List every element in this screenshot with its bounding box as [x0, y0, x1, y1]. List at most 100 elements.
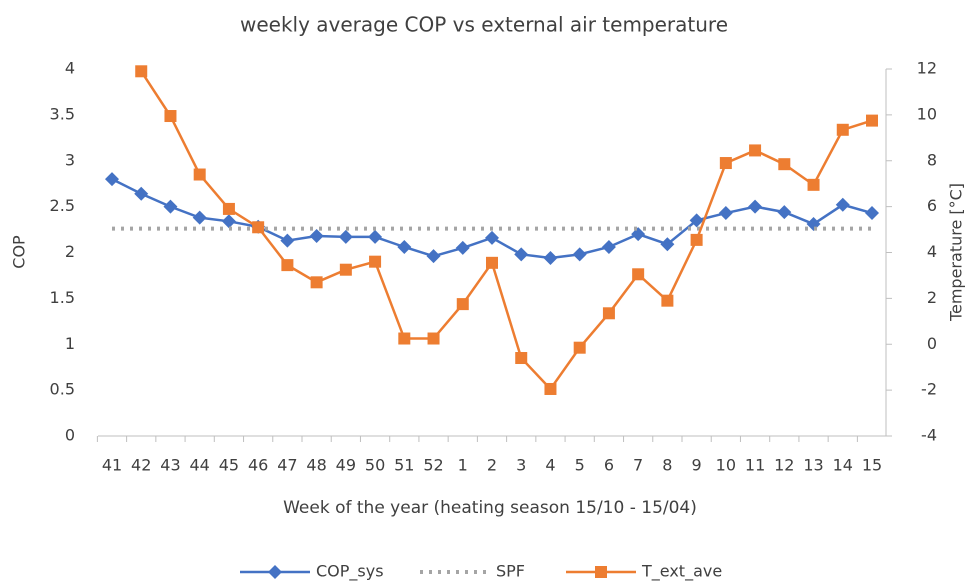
point [865, 206, 879, 221]
point [748, 199, 763, 214]
y-tick-label: 1.5 [50, 288, 75, 307]
point [515, 352, 528, 365]
point [689, 213, 704, 228]
x-tick-label: 41 [102, 456, 122, 475]
chart-title: weekly average COP vs external air tempe… [240, 13, 728, 37]
x-tick-label: 2 [487, 456, 497, 475]
x-tick-label: 15 [862, 456, 882, 475]
point [486, 256, 498, 269]
y2-axis-label: Temperature [°C] [947, 183, 966, 322]
x-tick-label: 46 [248, 456, 268, 475]
x-tick-label: 10 [716, 456, 736, 475]
point [778, 158, 791, 171]
y-axis-label: COP [10, 235, 29, 269]
point [426, 249, 441, 264]
point [252, 221, 265, 234]
point [427, 332, 440, 345]
point [281, 259, 294, 272]
point [280, 233, 295, 248]
point [135, 65, 148, 78]
point [163, 199, 178, 214]
y2-tick-label: 8 [927, 150, 937, 169]
x-tick-label: 13 [803, 456, 823, 475]
point [660, 237, 675, 252]
y2-tick-label: 0 [927, 334, 937, 353]
y-tick-label: 0.5 [50, 380, 75, 399]
point [632, 268, 645, 281]
y-tick-label: 2 [65, 242, 75, 261]
point [866, 114, 878, 127]
x-tick-label: 9 [692, 456, 702, 475]
y-tick-label: 0 [65, 426, 75, 445]
x-tick-label: 7 [633, 456, 643, 475]
point [602, 307, 615, 320]
x-tick-label: 49 [336, 456, 356, 475]
point [573, 341, 586, 354]
point [309, 228, 324, 243]
point [514, 247, 529, 262]
point [690, 233, 703, 246]
y-tick-label: 1 [65, 334, 75, 353]
y-tick-label: 4 [65, 59, 75, 78]
x-tick-label: 47 [277, 456, 297, 475]
point [105, 172, 119, 187]
point [455, 240, 470, 255]
x-tick-label: 5 [575, 456, 585, 475]
point [164, 110, 177, 123]
legend-label: SPF [496, 562, 525, 581]
point [719, 157, 732, 170]
point [485, 230, 499, 245]
x-tick-label: 50 [365, 456, 385, 475]
y2-tick-label: 12 [917, 59, 937, 78]
point [369, 255, 382, 268]
point [718, 206, 733, 221]
point [806, 217, 821, 232]
point [310, 276, 323, 289]
point [601, 239, 616, 254]
point [221, 214, 236, 229]
x-tick-label: 8 [662, 456, 672, 475]
x-tick-label: 12 [774, 456, 794, 475]
x-tick-label: 4 [545, 456, 555, 475]
legend-label: COP_sys [316, 562, 384, 582]
x-tick-label: 14 [833, 456, 853, 475]
y2-tick-label: -2 [921, 380, 937, 399]
x-tick-label: 45 [219, 456, 239, 475]
point [368, 229, 383, 244]
point [339, 263, 352, 276]
legend-marker [595, 566, 607, 578]
y2-tick-label: 10 [917, 104, 937, 123]
legend-marker [268, 565, 282, 579]
point [397, 239, 412, 254]
x-tick-label: 11 [745, 456, 765, 475]
x-tick-label: 48 [306, 456, 326, 475]
x-tick-label: 51 [394, 456, 414, 475]
x-tick-label: 1 [458, 456, 468, 475]
y-tick-label: 3.5 [50, 104, 75, 123]
point [338, 229, 353, 244]
y2-tick-label: -4 [921, 426, 937, 445]
point [544, 382, 557, 395]
x-axis-label: Week of the year (heating season 15/10 -… [283, 498, 697, 518]
point [192, 210, 207, 225]
point [835, 197, 850, 212]
y2-tick-label: 6 [927, 196, 937, 215]
y-tick-label: 2.5 [50, 196, 75, 215]
x-tick-label: 43 [160, 456, 180, 475]
point [222, 202, 235, 215]
point [661, 294, 674, 307]
x-tick-label: 44 [190, 456, 210, 475]
point [777, 205, 792, 220]
x-tick-label: 3 [516, 456, 526, 475]
point [807, 178, 820, 191]
point [134, 186, 149, 201]
point [836, 123, 849, 136]
point [572, 247, 587, 262]
point [543, 251, 558, 266]
y2-tick-label: 2 [927, 288, 937, 307]
x-tick-label: 52 [423, 456, 443, 475]
legend-label: T_ext_ave [641, 562, 722, 582]
x-tick-label: 6 [604, 456, 614, 475]
point [631, 227, 646, 242]
